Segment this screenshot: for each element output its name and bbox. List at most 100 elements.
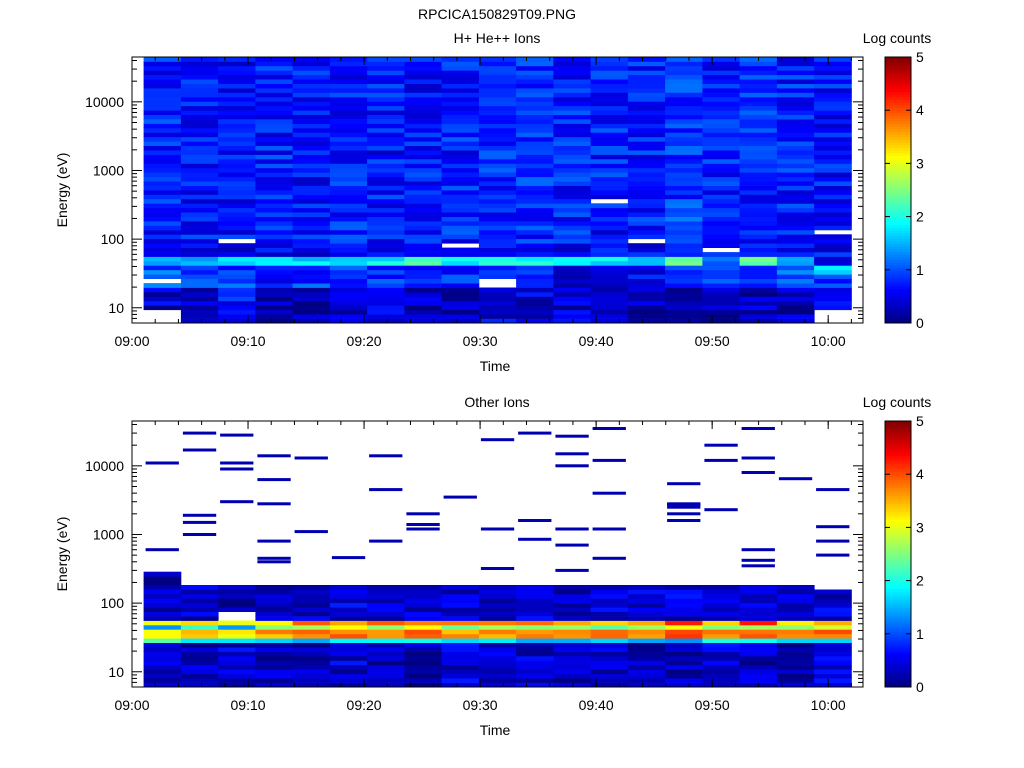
heatmap-cell [180, 132, 219, 138]
heatmap-cell [814, 110, 852, 115]
heatmap-cell [218, 624, 256, 630]
heatmap-cell [702, 83, 741, 89]
heatmap-cell [404, 96, 443, 102]
heatmap-cell [739, 83, 778, 89]
heatmap-cell [739, 203, 778, 209]
heatmap-cell [143, 660, 182, 666]
heatmap-cell [627, 190, 666, 195]
heatmap-cell [478, 234, 517, 240]
colorbar-tick-label: 0 [916, 315, 924, 331]
colorbar-step [885, 94, 911, 98]
heatmap-cell [739, 101, 778, 107]
heatmap-cell [329, 83, 368, 89]
colorbar-step [885, 301, 911, 305]
heatmap-cell [329, 167, 368, 173]
heatmap-cell [218, 656, 256, 661]
heatmap-cell [143, 243, 182, 248]
colorbar-step [885, 110, 911, 114]
colorbar-step [885, 474, 911, 478]
heatmap-cell [665, 633, 703, 639]
heatmap-cell [553, 651, 592, 657]
heatmap-cell [478, 305, 517, 311]
heatmap-cell [553, 92, 592, 98]
heatmap-cell [814, 123, 852, 129]
heatmap-cell [292, 88, 331, 93]
heatmap-cell [516, 229, 554, 235]
heatmap-cell [702, 198, 741, 204]
heatmap-cell [516, 96, 554, 102]
heatmap-cell [665, 607, 703, 612]
colorbar-step [885, 564, 911, 568]
heatmap-cell [665, 229, 703, 235]
heatmap-cell [292, 620, 331, 626]
heatmap-cell [367, 616, 405, 621]
heatmap-cell [441, 309, 480, 315]
colorbar-step [885, 609, 911, 614]
heatmap-cell [776, 309, 815, 315]
heatmap-cell [180, 57, 219, 62]
heatmap-cell [441, 598, 480, 604]
heatmap-cell [367, 127, 405, 133]
heatmap-cell [404, 305, 443, 311]
colorbar-step [885, 543, 911, 547]
heatmap-cell [329, 629, 368, 635]
heatmap-cell [776, 673, 815, 679]
heatmap-cell [404, 669, 443, 675]
heatmap-cell [180, 278, 219, 284]
heatmap-cell [143, 101, 182, 107]
heatmap-cell [404, 292, 443, 297]
heatmap-cell [329, 682, 368, 688]
heatmap-cell [627, 292, 666, 297]
heatmap-cell [814, 185, 852, 191]
heatmap-cell [143, 647, 182, 652]
colorbar-step [885, 636, 911, 640]
heatmap-cell [478, 633, 517, 639]
heatmap-cell [180, 660, 219, 666]
colorbar-step [885, 567, 911, 571]
heatmap-cell [665, 136, 703, 142]
heatmap-cell [404, 642, 443, 648]
heatmap-cell [367, 88, 405, 93]
heatmap-cell [739, 252, 778, 257]
sparse-count-mark [741, 427, 775, 430]
heatmap-cell [590, 589, 629, 595]
x-tick-label: 09:10 [231, 333, 266, 349]
heatmap-cell [665, 682, 703, 688]
sparse-count-mark [667, 482, 701, 486]
heatmap-cell [441, 296, 480, 302]
heatmap-cell [776, 57, 815, 62]
heatmap-cell [702, 252, 741, 257]
heatmap-cell [180, 309, 219, 315]
heatmap-cell [292, 278, 331, 284]
heatmap-cell [441, 105, 480, 111]
heatmap-cell [590, 181, 629, 186]
heatmap-cell [292, 318, 331, 324]
heatmap-cell [292, 247, 331, 253]
colorbar-step [885, 673, 911, 677]
heatmap-cell [516, 198, 554, 204]
heatmap-cell [814, 673, 852, 679]
colorbar-step [885, 296, 911, 300]
heatmap-cell [739, 136, 778, 142]
heatmap-cell [218, 136, 256, 142]
heatmap-cell [814, 150, 852, 155]
heatmap-cell [478, 185, 517, 191]
heatmap-cell [516, 154, 554, 160]
heatmap-cell [665, 611, 703, 617]
heatmap-cell [404, 243, 443, 248]
colorbar-step [885, 604, 911, 608]
heatmap-cell [143, 589, 182, 595]
heatmap-cell [590, 65, 629, 71]
heatmap-cell [814, 243, 852, 248]
heatmap-cell [553, 682, 592, 688]
heatmap-cell [553, 585, 592, 590]
heatmap-cell [665, 287, 703, 293]
heatmap-cell [739, 309, 778, 315]
sparse-count-mark [182, 513, 217, 517]
heatmap-cell [441, 292, 480, 297]
heatmap-cell [702, 664, 741, 670]
heatmap-cell [478, 181, 517, 186]
heatmap-cell [553, 616, 592, 621]
colorbar-step [885, 495, 911, 499]
heatmap-cell [441, 633, 480, 639]
